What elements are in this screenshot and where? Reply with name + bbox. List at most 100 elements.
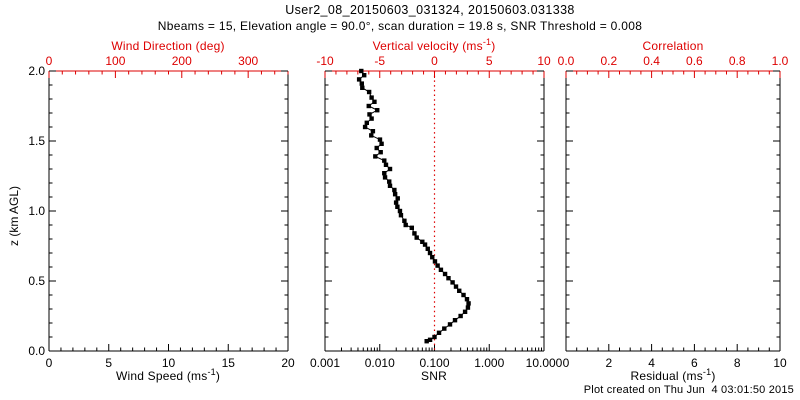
bottom-tick-label: 0: [563, 356, 570, 370]
snr-data-point: [420, 239, 425, 244]
snr-data-point: [452, 318, 458, 323]
snr-data-point: [366, 103, 371, 109]
snr-data-point: [367, 112, 372, 117]
snr-data-point: [414, 235, 419, 240]
snr-data-point: [402, 218, 407, 223]
snr-data-point: [359, 81, 364, 86]
top-tick-label: 10: [537, 54, 551, 68]
top-tick-label: 0.8: [729, 54, 746, 68]
vertical-velocity-axis-title-close: ): [491, 39, 496, 53]
snr-data-point: [373, 154, 378, 159]
bottom-tick-label: 10: [162, 356, 176, 370]
bottom-tick-label: 5: [105, 356, 112, 370]
snr-data-point: [387, 179, 392, 184]
snr-data-point: [369, 95, 374, 100]
snr-data-point: [442, 271, 448, 277]
snr-data-point: [387, 166, 393, 172]
bottom-tick-label: 6: [691, 356, 698, 370]
top-tick-label: 1.0: [772, 54, 789, 68]
wind-speed-axis-title: Wind Speed (ms-1): [48, 367, 288, 384]
snr-data-point: [457, 288, 462, 293]
snr-data-point: [435, 263, 440, 268]
bottom-tick-label: 0.010: [365, 356, 395, 370]
snr-data-point: [447, 322, 453, 327]
top-tick-label: 0: [431, 54, 438, 68]
y-tick-label: 0.0: [28, 344, 45, 358]
snr-axis-title: SNR: [421, 369, 447, 383]
snr-data-point: [383, 162, 389, 167]
bottom-tick-label: 1.000: [474, 356, 504, 370]
snr-data-point: [427, 250, 433, 256]
snr-data-point: [392, 187, 397, 193]
bottom-tick-label: 2: [605, 356, 612, 370]
snr-data-point: [377, 137, 383, 142]
snr-data-point: [395, 196, 400, 201]
snr-data-point: [422, 242, 428, 247]
snr-data-point: [466, 301, 471, 306]
snr-data-point: [364, 120, 369, 125]
snr-data-point: [387, 183, 393, 188]
top-tick-label: 100: [105, 54, 125, 68]
top-tick-label: 0.4: [643, 54, 660, 68]
snr-data-point: [366, 89, 372, 95]
plot-created-timestamp: Plot created on Thu Jun 4 03:01:50 2015: [583, 384, 794, 396]
bottom-tick-label: 0.001: [310, 356, 340, 370]
snr-data-point: [362, 124, 368, 130]
snr-data-point: [430, 255, 435, 260]
snr-data-point: [395, 204, 400, 209]
bottom-tick-label: 15: [222, 356, 236, 370]
snr-data-point: [360, 85, 365, 90]
residual-axis-title-text: Residual (ms: [630, 369, 703, 383]
snr-data-point: [446, 276, 451, 281]
snr-data-point: [438, 267, 444, 272]
snr-data-point: [412, 231, 417, 236]
bottom-tick-label: 20: [281, 356, 295, 370]
snr-data-point: [450, 280, 455, 285]
correlation-axis-title: Correlation: [642, 39, 704, 53]
wind-direction-axis-title: Wind Direction (deg): [111, 39, 225, 53]
z-axis-title: z (km AGL): [7, 185, 21, 247]
snr-data-point: [372, 99, 377, 104]
snr-data-point: [379, 141, 384, 146]
top-tick-label: -5: [374, 54, 385, 68]
wind-speed-axis-title-sup: -1: [207, 367, 216, 377]
snr-data-point: [392, 192, 398, 197]
residual-axis-title: Residual (ms-1): [553, 367, 793, 384]
vertical-velocity-axis-title-sup: -1: [482, 37, 492, 47]
snr-data-point: [382, 175, 388, 180]
top-tick-label: 0.6: [686, 54, 703, 68]
vertical-velocity-axis-title: Vertical velocity (ms-1): [314, 37, 554, 54]
y-tick-label: 0.5: [28, 274, 45, 288]
snr-data-point: [432, 259, 438, 264]
bottom-tick-label: 4: [648, 356, 655, 370]
snr-data-point: [397, 208, 403, 214]
snr-data-point: [458, 313, 463, 319]
snr-data-point: [369, 133, 374, 138]
y-tick-label: 1.0: [28, 204, 45, 218]
snr-data-point: [359, 68, 364, 74]
snr-data-point: [378, 150, 383, 155]
bottom-tick-label: 10: [773, 356, 787, 370]
residual-axis-title-sup: -1: [702, 367, 712, 377]
snr-data-point: [403, 222, 408, 228]
snr-data-point: [465, 305, 471, 310]
top-tick-label: 200: [172, 54, 192, 68]
top-tick-label: 0.0: [558, 54, 575, 68]
bottom-tick-label: 8: [734, 356, 741, 370]
snr-data-point: [382, 158, 387, 163]
snr-data-point: [362, 73, 367, 78]
bottom-tick-label: 10.000: [526, 356, 563, 370]
plot-title: User2_08_20150603_031324, 20150603.03133…: [285, 3, 575, 17]
snr-data-point: [370, 129, 376, 134]
snr-data-point: [382, 171, 387, 176]
y-tick-label: 1.5: [28, 134, 45, 148]
snr-data-point: [461, 292, 466, 298]
snr-data-point: [436, 330, 442, 335]
snr-data-point: [356, 77, 362, 82]
snr-data-point: [398, 213, 404, 218]
bottom-tick-label: 0: [46, 356, 53, 370]
snr-data-point: [375, 108, 380, 113]
snr-data-point: [425, 246, 430, 251]
